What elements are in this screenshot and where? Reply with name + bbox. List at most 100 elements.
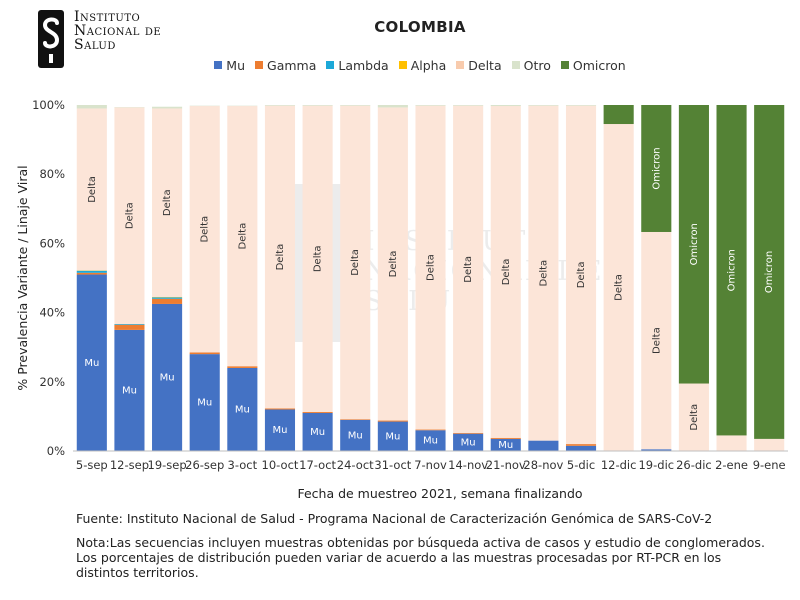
bar-label-mu: Mu: [235, 404, 250, 415]
bar-segment-gamma: [377, 420, 408, 422]
bar-segment-omicron: [678, 105, 709, 384]
x-tick-label: 31-oct: [374, 458, 411, 472]
x-tick-label: 12-dic: [601, 458, 637, 472]
bar-segment-mu: [453, 433, 484, 451]
bar-segment-delta: [528, 105, 559, 441]
bar-segment-otro: [76, 105, 107, 109]
bar-segment-mu: [264, 409, 296, 451]
legend-item-lambda: Lambda: [326, 58, 389, 73]
bar-segment-delta: [377, 107, 408, 421]
bar-label-delta: Delta: [576, 262, 587, 289]
y-tick-label: 100%: [32, 98, 65, 112]
legend-swatch: [511, 61, 520, 69]
x-tick-label: 5-sep: [76, 458, 108, 472]
bar-segment-delta: [264, 105, 296, 409]
bar-segment-delta: [453, 105, 484, 434]
bar-segment-delta: [754, 438, 785, 451]
bar-segment-mu: [377, 421, 408, 451]
x-tick-label: 26-sep: [185, 458, 224, 472]
legend-swatch: [214, 61, 223, 69]
note-line-3: distintos territorios.: [76, 565, 199, 580]
legend-swatch: [326, 61, 335, 69]
legend-swatch: [560, 61, 569, 69]
bar-segment-otro: [490, 105, 521, 107]
bar-label-mu: Mu: [385, 431, 400, 442]
bar-segment-omicron: [603, 105, 634, 125]
legend-label: Omicron: [572, 57, 626, 73]
y-axis-title: % Prevalencia Variante / Linaje Viral: [15, 165, 30, 390]
bar-segment-gamma: [264, 408, 296, 410]
bar-segment-delta: [189, 106, 220, 353]
legend-item-delta: Delta: [456, 57, 502, 73]
chart-legend: Mu Gamma Lambda Alpha Delta Otro Omicron: [0, 57, 800, 73]
x-tick-label: 7-nov: [414, 458, 447, 472]
bar-segment-mu: [415, 430, 446, 451]
bar-segment-gamma: [227, 366, 258, 368]
x-tick-label: 10-oct: [262, 458, 299, 472]
bar-label-delta: Delta: [614, 274, 625, 301]
chart-title: COLOMBIA: [374, 18, 466, 36]
x-tick-label: 14-nov: [448, 458, 488, 472]
bar-segment-lambda: [152, 297, 183, 299]
bar-segment-otro: [528, 105, 559, 106]
legend-item-otro: Otro: [511, 58, 551, 73]
legend-swatch: [398, 61, 407, 69]
bar-segment-delta: [641, 231, 672, 450]
bar-segment-omicron: [641, 105, 672, 232]
bar-segment-gamma: [302, 411, 333, 413]
x-tick-label: 26-dic: [676, 458, 712, 472]
x-tick-label: 5-dic: [567, 458, 595, 472]
bar-segment-gamma: [114, 324, 145, 330]
bar-segment-delta: [302, 105, 333, 412]
legend-item-mu: Mu: [214, 58, 245, 73]
source-text: Fuente: Instituto Nacional de Salud - Pr…: [76, 511, 713, 526]
bar-segment-mu: [152, 303, 183, 451]
bar-segment-delta: [716, 435, 747, 451]
bar-label-mu: Mu: [310, 427, 325, 438]
bar-label-delta: Delta: [388, 251, 399, 278]
bar-segment-mu: [528, 440, 559, 451]
bar-label-delta: Delta: [275, 244, 286, 271]
bar-label-mu: Mu: [84, 358, 99, 369]
x-axis-title: Fecha de muestreo 2021, semana finalizan…: [297, 486, 583, 501]
bar-segment-mu: [76, 274, 107, 451]
bar-segment-gamma: [189, 352, 220, 355]
x-tick-label: 21-nov: [486, 458, 526, 472]
bar-label-delta: Delta: [538, 260, 549, 287]
bar-segment-otro: [152, 106, 183, 109]
x-tick-label: 19-sep: [148, 458, 187, 472]
bar-segment-mu: [340, 419, 371, 451]
bar-segment-otro: [565, 105, 597, 106]
bar-label-omicron: Omicron: [651, 147, 662, 189]
bar-segment-mu: [227, 367, 258, 451]
legend-label: Mu: [226, 57, 246, 73]
bar-label-mu: Mu: [160, 372, 175, 383]
legend-item-omicron: Omicron: [560, 57, 626, 73]
bar-label-delta: Delta: [651, 327, 662, 354]
bar-segment-gamma: [76, 272, 107, 275]
bar-segment-otro: [453, 105, 484, 106]
bar-segment-delta: [415, 105, 446, 430]
x-tick-label: 28-nov: [523, 458, 563, 472]
bar-label-delta: Delta: [87, 176, 98, 203]
bar-segment-lambda: [76, 270, 107, 273]
legend-item-gamma: Gamma: [255, 58, 316, 73]
bar-segment-gamma: [565, 444, 597, 446]
logo-line-1: Instituto: [74, 9, 141, 25]
bar-segment-delta: [490, 106, 521, 438]
legend-item-alpha: Alpha: [398, 58, 446, 73]
bar-label-delta: Delta: [162, 189, 173, 216]
legend-swatch: [456, 61, 465, 69]
legend-label: Delta: [468, 57, 502, 73]
bar-segment-otro: [377, 105, 408, 108]
note-line-1: Nota:Las secuencias incluyen muestras ob…: [76, 535, 765, 550]
bar-segment-gamma: [490, 437, 521, 439]
bar-segment-mu: [302, 412, 333, 451]
bar-segment-gamma: [340, 419, 371, 420]
bar-label-omicron: Omicron: [764, 251, 775, 293]
logo-line-3: Salud: [74, 37, 116, 53]
bar-label-delta: Delta: [237, 223, 248, 250]
legend-swatch: [255, 61, 264, 69]
bar-segment-mu: [189, 354, 220, 451]
